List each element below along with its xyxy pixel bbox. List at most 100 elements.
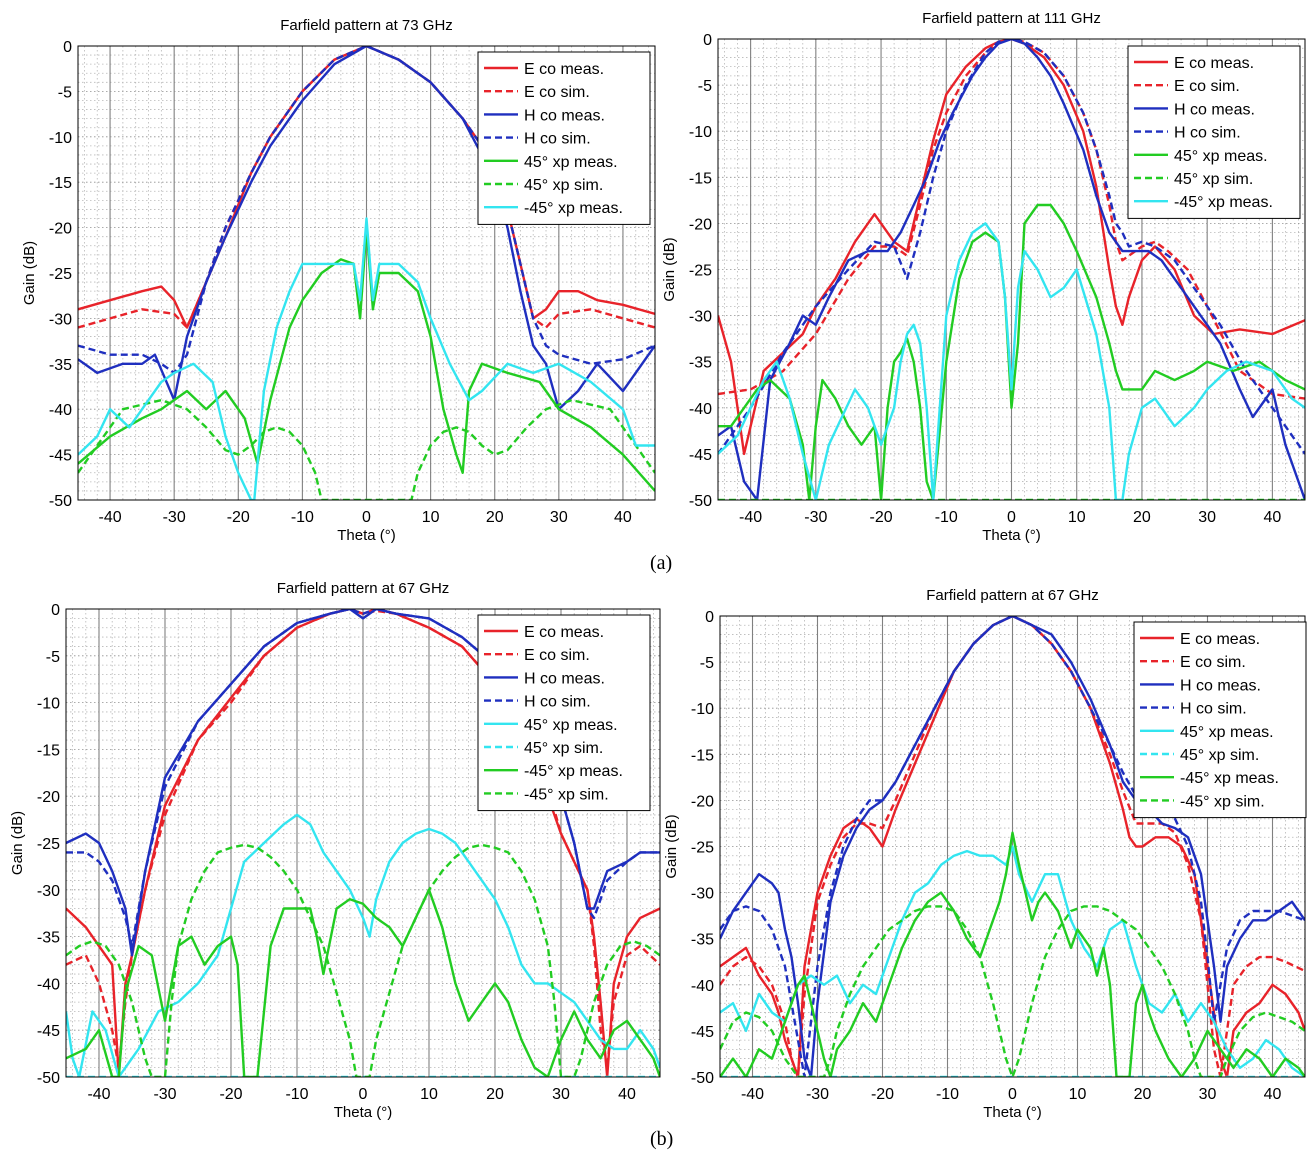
series-group [720, 616, 1305, 1077]
x-axis-label: Theta (°) [983, 1104, 1042, 1121]
legend: E co meas. E co sim. H co meas. H co sim. 45… [477, 51, 651, 225]
y-tick-label: -20 [689, 216, 712, 233]
y-tick-label: -30 [691, 886, 714, 903]
x-tick-label: -30 [806, 1086, 829, 1103]
legend: E co meas. E co sim. H co meas. H co sim. 45… [1133, 621, 1307, 819]
y-tick-label: -5 [46, 649, 60, 666]
legend: E co meas. E co sim. H co meas. H co sim. 45… [1127, 45, 1301, 219]
x-axis-label: Theta (°) [334, 1104, 393, 1121]
x-tick-label: 0 [1008, 1086, 1017, 1103]
legend-label: E co sim. [1174, 78, 1240, 95]
x-tick-label: 10 [422, 509, 440, 526]
legend-label: E co meas. [1180, 631, 1260, 648]
y-tick-label: -40 [37, 976, 60, 993]
y-axis-label: Gain (dB) [663, 814, 680, 878]
y-tick-label: -20 [37, 789, 60, 806]
y-tick-label: -25 [49, 266, 72, 283]
x-tick-label: -30 [163, 509, 186, 526]
x-tick-label: 40 [618, 1086, 636, 1103]
x-tick-label: 0 [1007, 509, 1016, 526]
legend-label: H co sim. [524, 131, 591, 148]
legend-label: 45° xp sim. [524, 740, 603, 757]
y-tick-label: -25 [691, 840, 714, 857]
x-tick-label: 10 [1068, 509, 1086, 526]
legend-label: H co meas. [524, 670, 605, 687]
x-tick-label: 30 [1199, 1086, 1217, 1103]
y-tick-label: -10 [49, 130, 72, 147]
x-tick-label: 40 [614, 509, 632, 526]
x-tick-label: 30 [1198, 509, 1216, 526]
series-line-6 [78, 398, 655, 500]
grid [720, 616, 1305, 1077]
series-line-4 [66, 609, 660, 948]
y-tick-label: -45 [49, 448, 72, 465]
y-tick-label: -20 [49, 221, 72, 238]
y-axis-label: Gain (dB) [661, 237, 678, 301]
legend-label: 45° xp meas. [1174, 148, 1268, 165]
legend-label: 45° xp sim. [1180, 747, 1259, 764]
chart-panel-3: -40 -30 -20 -10 0 10 20 30 40 0 -5 -10 -15 -20 -25 -30 -… [9, 580, 661, 1121]
legend-label: E co meas. [1174, 55, 1254, 72]
y-tick-label: -10 [689, 124, 712, 141]
y-tick-label: -20 [691, 793, 714, 810]
legend-label: H co meas. [524, 107, 605, 124]
y-tick-label: -45 [691, 1024, 714, 1041]
legend-label: E co sim. [524, 84, 590, 101]
x-tick-label: 40 [1263, 509, 1281, 526]
series-line-4 [718, 39, 1305, 455]
series-group [718, 39, 1305, 500]
x-tick-label: 20 [486, 1086, 504, 1103]
x-tick-label: -40 [98, 509, 121, 526]
x-tick-label: -40 [739, 509, 762, 526]
plot-frame [65, 608, 661, 1078]
caption-b: (b) [650, 1128, 674, 1150]
x-tick-label: 30 [550, 509, 568, 526]
series-group [78, 46, 655, 500]
x-tick-label: 40 [1264, 1086, 1282, 1103]
plot-frame [77, 45, 656, 501]
legend-label: 45° xp meas. [524, 717, 618, 734]
y-tick-label: -30 [37, 883, 60, 900]
series-line-7 [720, 831, 1305, 1077]
series-line-7 [66, 888, 660, 1077]
x-tick-label: -20 [871, 1086, 894, 1103]
y-tick-label: -50 [691, 1070, 714, 1087]
x-tick-label: -20 [227, 509, 250, 526]
legend-label: E co meas. [524, 624, 604, 641]
legend-label: -45° xp meas. [524, 763, 623, 780]
y-tick-label: -10 [691, 701, 714, 718]
y-tick-label: -15 [49, 175, 72, 192]
y-tick-label: -40 [689, 401, 712, 418]
y-tick-label: 0 [51, 602, 60, 619]
legend-label: H co meas. [1174, 101, 1255, 118]
x-tick-label: -10 [935, 509, 958, 526]
y-tick-label: -50 [37, 1070, 60, 1087]
x-axis-label: Theta (°) [337, 527, 396, 544]
series-line-3 [718, 39, 1305, 500]
x-tick-label: 0 [362, 509, 371, 526]
chart-title: Farfield pattern at 111 GHz [922, 10, 1101, 27]
y-tick-label: -15 [689, 170, 712, 187]
x-tick-label: 30 [552, 1086, 570, 1103]
y-tick-label: -35 [691, 932, 714, 949]
y-tick-label: -30 [689, 309, 712, 326]
y-tick-label: -35 [37, 930, 60, 947]
y-tick-label: -5 [698, 78, 712, 95]
y-tick-label: -25 [37, 836, 60, 853]
caption-a: (a) [650, 552, 673, 574]
y-tick-label: -10 [37, 696, 60, 713]
series-line-7 [718, 222, 1305, 500]
series-group [66, 609, 660, 1077]
series-line-5 [720, 845, 1305, 1077]
y-tick-label: -5 [58, 84, 72, 101]
x-tick-label: 20 [486, 509, 504, 526]
x-tick-label: 20 [1133, 509, 1151, 526]
series-line-4 [78, 46, 655, 375]
y-tick-label: 0 [703, 32, 712, 49]
legend-label: 45° xp sim. [1174, 171, 1253, 188]
chart-panel-1: -40 -30 -20 -10 0 10 20 30 40 0 -5 -10 -15 -20 -25 -30 -… [21, 17, 656, 544]
x-tick-label: -40 [741, 1086, 764, 1103]
x-tick-label: -20 [219, 1086, 242, 1103]
chart-title: Farfield pattern at 67 GHz [277, 580, 450, 597]
x-tick-label: 0 [359, 1086, 368, 1103]
